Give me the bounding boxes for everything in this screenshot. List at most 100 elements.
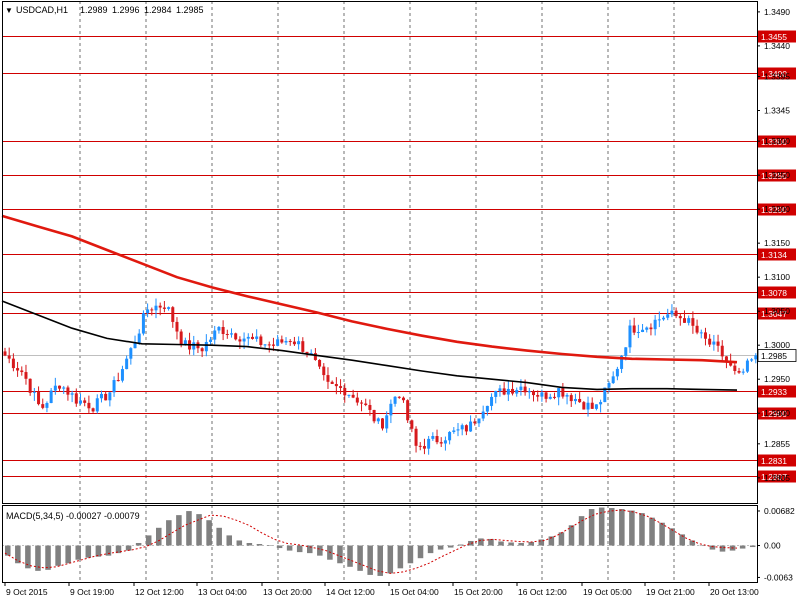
price-tick-label: 1.3100	[764, 272, 790, 282]
bull-candle	[120, 369, 124, 381]
price-tick-label: 1.3200	[764, 204, 790, 214]
macd-signal-line	[4, 509, 738, 574]
bear-candle	[158, 305, 162, 308]
macd-bar	[619, 509, 625, 546]
bear-candle	[473, 421, 477, 424]
level-tag	[758, 454, 796, 467]
macd-bar	[317, 545, 323, 556]
macd-bar	[216, 527, 222, 546]
macd-bar	[447, 545, 454, 548]
bear-candle	[318, 359, 322, 367]
level-tag	[758, 470, 796, 483]
bear-candle	[523, 386, 527, 393]
bull-candle	[699, 332, 703, 334]
bear-candle	[288, 341, 292, 343]
level-label: 1.3400	[761, 69, 787, 79]
bear-candle	[334, 383, 338, 387]
level-tag	[758, 67, 796, 80]
macd-bar	[85, 545, 92, 558]
level-label: 1.3300	[761, 137, 787, 147]
bear-candle	[7, 355, 11, 359]
ma-fast-line	[1, 300, 738, 391]
macd-bar	[437, 545, 444, 550]
bear-candle	[536, 395, 540, 397]
bear-candle	[225, 334, 229, 336]
current-price-tag	[757, 349, 797, 362]
macd-bar	[55, 545, 61, 566]
dropdown-arrow-icon[interactable]: ▼	[5, 6, 13, 15]
macd-bar	[689, 540, 696, 546]
macd-histogram	[4, 507, 756, 576]
bull-candle	[477, 418, 481, 424]
bull-candle	[615, 368, 619, 377]
bear-candle	[729, 361, 733, 366]
time-tick-label: 14 Oct 12:00	[326, 587, 375, 597]
macd-bar	[417, 545, 424, 559]
bear-candle	[578, 398, 582, 403]
macd-bar	[397, 545, 404, 569]
bull-candle	[754, 355, 758, 360]
bear-candle	[162, 307, 166, 309]
price-tick-label: 1.3150	[764, 238, 790, 248]
level-tag	[758, 135, 796, 148]
bull-candle	[506, 388, 510, 395]
ohlc-high: 1.2996	[112, 5, 140, 15]
bull-candle	[628, 325, 632, 348]
bull-candle	[276, 339, 280, 346]
bull-candle	[70, 393, 74, 395]
time-tick-label: 9 Oct 19:00	[70, 587, 114, 597]
bear-candle	[28, 378, 32, 393]
macd-bar	[95, 545, 102, 557]
bull-candle	[565, 395, 569, 397]
horizontal-levels	[2, 36, 757, 477]
bear-candle	[590, 402, 594, 409]
macd-bar	[518, 542, 524, 546]
macd-bar	[538, 539, 545, 546]
bull-candle	[141, 313, 145, 334]
macd-bar	[558, 532, 565, 546]
bear-candle	[632, 325, 636, 333]
time-tick-label: 20 Oct 13:00	[710, 587, 759, 597]
macd-bar	[639, 513, 645, 546]
macd-bar	[236, 540, 243, 546]
bull-candle	[498, 388, 502, 391]
bull-candle	[112, 380, 116, 393]
bull-candle	[456, 429, 460, 431]
macd-bar	[186, 511, 192, 546]
bull-candle	[515, 389, 519, 394]
bull-candle	[540, 392, 544, 397]
bull-candle	[49, 390, 53, 404]
bear-candle	[280, 339, 284, 343]
bull-candle	[448, 431, 452, 441]
price-tick-label: 1.2900	[764, 408, 790, 418]
ma-slow-line	[1, 214, 738, 364]
bull-candle	[427, 438, 431, 449]
bull-candle	[687, 318, 691, 323]
bull-candle	[204, 341, 208, 352]
macd-bar	[387, 545, 394, 574]
bear-candle	[330, 381, 334, 384]
ohlc-close: 1.2985	[176, 5, 204, 15]
bull-candle	[443, 440, 447, 444]
bear-candle	[364, 403, 368, 405]
bull-candle	[242, 338, 246, 342]
bear-candle	[179, 331, 183, 345]
bear-candle	[322, 366, 326, 376]
bear-candle	[259, 336, 263, 345]
macd-bar	[256, 544, 263, 546]
bear-candle	[3, 351, 7, 356]
bull-candle	[389, 403, 393, 416]
macd-bar	[548, 536, 555, 546]
bull-candle	[603, 387, 607, 403]
macd-bar	[568, 525, 575, 546]
level-label: 1.3200	[761, 205, 787, 215]
bear-candle	[708, 338, 712, 345]
bull-candle	[133, 342, 137, 349]
macd-bar	[377, 545, 384, 576]
level-tag	[758, 30, 796, 43]
bear-candle	[435, 436, 439, 443]
price-tick-label: 1.3250	[764, 170, 790, 180]
bull-candle	[45, 403, 49, 408]
